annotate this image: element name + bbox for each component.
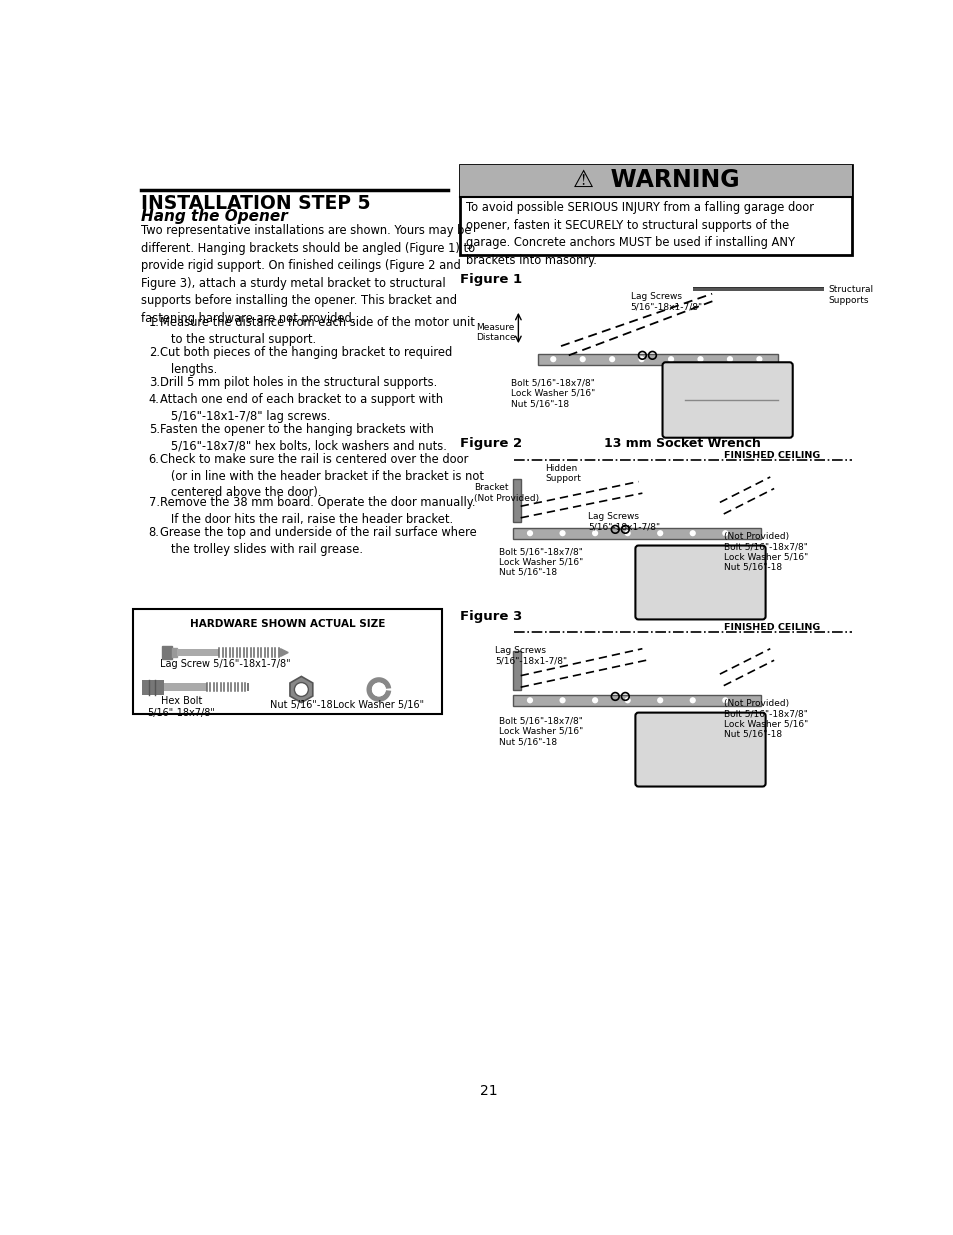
Text: Bolt 5/16"-18x7/8"
Lock Washer 5/16"
Nut 5/16"-18: Bolt 5/16"-18x7/8" Lock Washer 5/16" Nut…	[510, 378, 595, 409]
Text: Hidden
Support: Hidden Support	[545, 464, 580, 483]
Text: 13 mm Socket Wrench: 13 mm Socket Wrench	[603, 437, 760, 450]
FancyBboxPatch shape	[635, 546, 765, 620]
FancyBboxPatch shape	[459, 165, 852, 256]
Text: Bracket
(Not Provided): Bracket (Not Provided)	[474, 483, 538, 503]
Circle shape	[526, 698, 533, 704]
Circle shape	[689, 530, 695, 536]
Text: FINISHED CEILING: FINISHED CEILING	[723, 451, 820, 459]
Circle shape	[721, 530, 728, 536]
Text: 8.: 8.	[149, 526, 159, 540]
Circle shape	[579, 356, 585, 362]
Text: (Not Provided)
Bolt 5/16"-18x7/8"
Lock Washer 5/16"
Nut 5/16"-18: (Not Provided) Bolt 5/16"-18x7/8" Lock W…	[723, 531, 807, 572]
Text: 21: 21	[479, 1084, 497, 1098]
Circle shape	[756, 356, 761, 362]
Text: INSTALLATION STEP 5: INSTALLATION STEP 5	[141, 194, 370, 214]
Circle shape	[624, 530, 630, 536]
Circle shape	[592, 530, 598, 536]
Text: Two representative installations are shown. Yours may be
different. Hanging brac: Two representative installations are sho…	[141, 225, 475, 325]
Circle shape	[721, 698, 728, 704]
Circle shape	[697, 356, 703, 362]
Text: Hex Bolt
5/16"-18x7/8": Hex Bolt 5/16"-18x7/8"	[147, 697, 215, 718]
Text: 5.: 5.	[149, 424, 159, 436]
Bar	[164, 683, 207, 692]
Text: Nut 5/16"-18: Nut 5/16"-18	[270, 700, 333, 710]
Text: 4.: 4.	[149, 393, 159, 406]
Text: 2.: 2.	[149, 346, 159, 359]
FancyBboxPatch shape	[459, 165, 852, 198]
Text: Check to make sure the rail is centered over the door
   (or in line with the he: Check to make sure the rail is centered …	[159, 453, 483, 499]
Circle shape	[689, 698, 695, 704]
Circle shape	[638, 356, 644, 362]
Text: Grease the top and underside of the rail surface where
   the trolley slides wit: Grease the top and underside of the rail…	[159, 526, 476, 556]
Text: 1.: 1.	[149, 316, 159, 329]
Bar	[247, 683, 249, 692]
Text: Measure the distance from each side of the motor unit
   to the structural suppo: Measure the distance from each side of t…	[159, 316, 474, 346]
Bar	[513, 527, 760, 538]
Circle shape	[550, 356, 556, 362]
Circle shape	[558, 530, 565, 536]
Text: (Not Provided)
Bolt 5/16"-18x7/8"
Lock Washer 5/16"
Nut 5/16"-18: (Not Provided) Bolt 5/16"-18x7/8" Lock W…	[723, 699, 807, 739]
Text: Measure
Distance: Measure Distance	[476, 324, 515, 342]
FancyBboxPatch shape	[661, 362, 792, 437]
Text: Cut both pieces of the hanging bracket to required
   lengths.: Cut both pieces of the hanging bracket t…	[159, 346, 452, 375]
Circle shape	[667, 356, 674, 362]
Bar	[513, 695, 760, 705]
Text: HARDWARE SHOWN ACTUAL SIZE: HARDWARE SHOWN ACTUAL SIZE	[190, 620, 385, 630]
Bar	[513, 479, 520, 521]
Text: Attach one end of each bracket to a support with
   5/16"-18x1-7/8" lag screws.: Attach one end of each bracket to a supp…	[159, 393, 442, 422]
Bar	[692, 287, 823, 291]
Circle shape	[657, 530, 662, 536]
Circle shape	[624, 698, 630, 704]
Circle shape	[372, 683, 385, 697]
Circle shape	[526, 530, 533, 536]
Text: 6.: 6.	[149, 453, 159, 466]
Text: Figure 3: Figure 3	[459, 610, 522, 624]
Text: Lag Screws
5/16"-18x1-7/8": Lag Screws 5/16"-18x1-7/8"	[630, 293, 702, 311]
Text: Structural
Supports: Structural Supports	[827, 285, 873, 305]
Text: Lag Screws
5/16"-18x1-7/8": Lag Screws 5/16"-18x1-7/8"	[495, 646, 567, 664]
Text: Lag Screws
5/16"-18x1-7/8": Lag Screws 5/16"-18x1-7/8"	[587, 513, 659, 532]
Bar	[692, 287, 823, 288]
Circle shape	[558, 698, 565, 704]
FancyBboxPatch shape	[133, 609, 441, 714]
Bar	[176, 648, 219, 656]
Bar	[513, 651, 520, 689]
Text: Fasten the opener to the hanging brackets with
   5/16"-18x7/8" hex bolts, lock : Fasten the opener to the hanging bracket…	[159, 424, 446, 452]
Circle shape	[657, 698, 662, 704]
Text: FINISHED CEILING: FINISHED CEILING	[723, 622, 820, 631]
Bar	[537, 353, 778, 364]
FancyBboxPatch shape	[635, 713, 765, 787]
Polygon shape	[366, 677, 391, 701]
Text: To avoid possible SERIOUS INJURY from a falling garage door
opener, fasten it SE: To avoid possible SERIOUS INJURY from a …	[466, 201, 814, 267]
Bar	[142, 679, 164, 695]
Circle shape	[294, 683, 308, 697]
Text: Figure 2: Figure 2	[459, 437, 522, 450]
Text: 7.: 7.	[149, 496, 159, 509]
Text: Figure 1: Figure 1	[459, 273, 522, 287]
Text: 3.: 3.	[149, 377, 159, 389]
Polygon shape	[172, 648, 176, 657]
Polygon shape	[162, 646, 172, 659]
Text: Lock Washer 5/16": Lock Washer 5/16"	[333, 700, 424, 710]
Text: Hang the Opener: Hang the Opener	[141, 209, 288, 224]
Circle shape	[592, 698, 598, 704]
Polygon shape	[290, 677, 313, 703]
Text: Remove the 38 mm board. Operate the door manually.
   If the door hits the rail,: Remove the 38 mm board. Operate the door…	[159, 496, 475, 526]
Circle shape	[726, 356, 732, 362]
Text: ⚠  WARNING: ⚠ WARNING	[573, 168, 739, 193]
Polygon shape	[280, 648, 288, 656]
Text: Lag Screw 5/16"-18x1-7/8": Lag Screw 5/16"-18x1-7/8"	[160, 659, 291, 669]
Text: Drill 5 mm pilot holes in the structural supports.: Drill 5 mm pilot holes in the structural…	[159, 377, 436, 389]
Text: Bolt 5/16"-18x7/8"
Lock Washer 5/16"
Nut 5/16"-18: Bolt 5/16"-18x7/8" Lock Washer 5/16" Nut…	[498, 716, 582, 746]
Circle shape	[608, 356, 615, 362]
Text: Bolt 5/16"-18x7/8"
Lock Washer 5/16"
Nut 5/16"-18: Bolt 5/16"-18x7/8" Lock Washer 5/16" Nut…	[498, 547, 582, 577]
